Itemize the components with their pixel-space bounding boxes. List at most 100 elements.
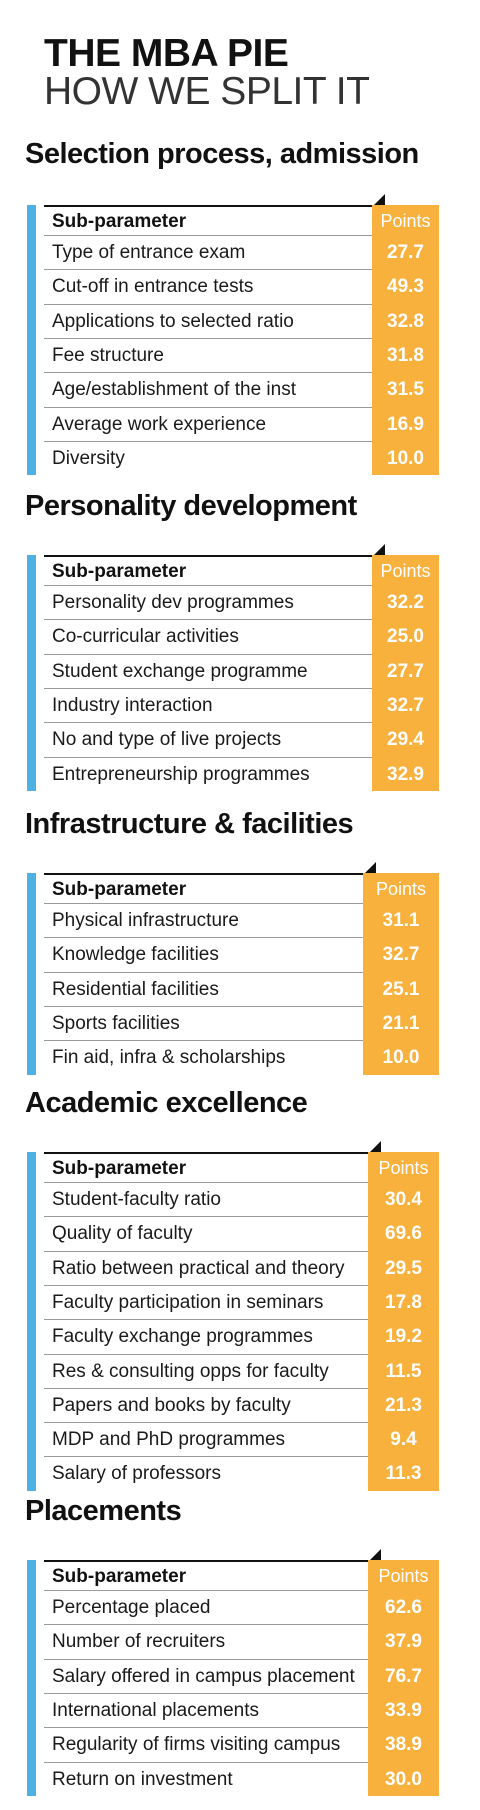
points-value: 62.6 xyxy=(385,1597,422,1618)
table-row: Personality dev programmes 32.2 xyxy=(44,585,439,619)
points-value: 27.7 xyxy=(387,660,424,682)
table-row: Number of recruiters 37.9 xyxy=(44,1624,439,1658)
row-divider xyxy=(44,269,372,271)
column-header-points: Points xyxy=(375,879,427,899)
table-row: Papers and books by faculty 21.3 xyxy=(44,1388,439,1422)
table-row: Salary of professors 11.3 xyxy=(44,1456,439,1490)
sub-parameter-label: Student-faculty ratio xyxy=(52,1189,221,1210)
table-row: Co-curricular activities 25.0 xyxy=(44,619,439,653)
row-divider xyxy=(44,937,363,939)
points-value: 32.7 xyxy=(387,694,424,716)
section-title: Personality development xyxy=(25,490,357,522)
row-divider xyxy=(44,1761,368,1763)
points-value: 11.5 xyxy=(385,1360,422,1382)
table-row: Regularity of firms visiting campus 38.9 xyxy=(44,1727,439,1761)
row-divider xyxy=(44,372,372,374)
page-title: THE MBA PIE xyxy=(44,32,289,75)
column-header-points: Points xyxy=(380,561,431,581)
table-header-row: Sub-parameter Points xyxy=(44,873,439,903)
sub-parameter-label: Papers and books by faculty xyxy=(52,1394,291,1416)
table-row: Fee structure 31.8 xyxy=(44,338,439,372)
points-value: 31.1 xyxy=(382,910,420,931)
section-accent-bar xyxy=(27,205,36,476)
sub-parameter-label: Average work experience xyxy=(52,413,267,435)
points-value: 25.0 xyxy=(387,626,424,648)
table-row: Student-faculty ratio 30.4 xyxy=(44,1182,439,1216)
sub-parameter-label: Industry interaction xyxy=(52,694,213,716)
sub-parameter-label: Fee structure xyxy=(52,344,164,366)
table-top-rule xyxy=(44,555,372,557)
sub-parameter-label: Physical infrastructure xyxy=(52,910,239,931)
table-row: Quality of faculty 69.6 xyxy=(44,1216,439,1250)
sub-parameter-label: International placements xyxy=(52,1699,260,1721)
table-row: Ratio between practical and theory 29.5 xyxy=(44,1251,439,1285)
page-subtitle: HOW WE SPLIT IT xyxy=(44,70,370,113)
row-divider xyxy=(44,1250,368,1252)
points-value: 31.5 xyxy=(387,379,424,401)
corner-triangle-icon xyxy=(365,862,376,873)
points-value: 32.7 xyxy=(382,944,420,966)
sub-parameter-label: Sports facilities xyxy=(52,1012,180,1034)
row-divider xyxy=(44,1692,368,1694)
row-divider xyxy=(44,687,372,689)
section-accent-bar xyxy=(27,555,36,791)
section-title: Placements xyxy=(25,1495,182,1527)
table-row: Industry interaction 32.7 xyxy=(44,688,439,722)
points-value: 33.9 xyxy=(385,1699,422,1721)
points-value: 27.7 xyxy=(387,242,424,263)
page-title-block: THE MBA PIE HOW WE SPLIT IT xyxy=(44,32,370,113)
table-header-row: Sub-parameter Points xyxy=(44,1152,439,1182)
row-divider xyxy=(44,1624,368,1626)
row-divider xyxy=(44,585,372,586)
row-divider xyxy=(44,1456,368,1458)
row-divider xyxy=(44,1590,368,1591)
row-divider xyxy=(44,903,363,904)
sub-parameter-label: Personality dev programmes xyxy=(52,592,294,613)
points-value: 49.3 xyxy=(387,276,424,298)
sub-parameter-label: Faculty exchange programmes xyxy=(52,1326,313,1348)
points-value: 10.0 xyxy=(387,447,424,469)
points-value: 32.8 xyxy=(387,310,424,332)
points-value: 30.0 xyxy=(385,1768,422,1790)
sub-parameter-label: Return on investment xyxy=(52,1768,233,1790)
points-value: 17.8 xyxy=(385,1291,422,1313)
corner-triangle-icon xyxy=(374,194,385,205)
points-value: 19.2 xyxy=(385,1326,422,1348)
table-row: Student exchange programme 27.7 xyxy=(44,654,439,688)
column-header-points: Points xyxy=(378,1158,429,1178)
table-top-rule xyxy=(44,205,372,207)
sub-parameter-label: Regularity of firms visiting campus xyxy=(52,1734,341,1756)
table-row: MDP and PhD programmes 9.4 xyxy=(44,1422,439,1456)
row-divider xyxy=(44,1387,368,1389)
points-value: 32.2 xyxy=(387,592,424,613)
table-header-row: Sub-parameter Points xyxy=(44,205,439,235)
points-value: 21.3 xyxy=(385,1394,422,1416)
table-row: Salary offered in campus placement 76.7 xyxy=(44,1659,439,1693)
table-row: Faculty participation in seminars 17.8 xyxy=(44,1285,439,1319)
section-accent-bar xyxy=(27,1152,36,1491)
sub-parameter-label: Diversity xyxy=(52,447,125,469)
column-header-sub-parameter: Sub-parameter xyxy=(52,1158,187,1179)
sub-parameter-label: Salary of professors xyxy=(52,1463,221,1485)
table-top-rule xyxy=(44,1560,368,1562)
table-header-row: Sub-parameter Points xyxy=(44,555,439,585)
row-divider xyxy=(44,1284,368,1286)
points-value: 31.8 xyxy=(387,344,424,366)
sub-parameter-label: Knowledge facilities xyxy=(52,944,219,966)
row-divider xyxy=(44,1040,363,1042)
table-header-row: Sub-parameter Points xyxy=(44,1560,439,1590)
sub-parameter-label: MDP and PhD programmes xyxy=(52,1429,286,1451)
table-row: Cut-off in entrance tests 49.3 xyxy=(44,269,439,303)
points-column xyxy=(368,1152,439,1491)
table-row: Sports facilities 21.1 xyxy=(44,1006,439,1040)
corner-triangle-icon xyxy=(370,1141,381,1152)
table-top-rule xyxy=(44,873,363,875)
sub-parameter-label: Applications to selected ratio xyxy=(52,310,294,332)
row-divider xyxy=(44,971,363,973)
table-row: Diversity 10.0 xyxy=(44,441,439,475)
corner-triangle-icon xyxy=(374,544,385,555)
table-row: Residential facilities 25.1 xyxy=(44,972,439,1006)
sub-parameter-label: Residential facilities xyxy=(52,978,219,1000)
table-row: Entrepreneurship programmes 32.9 xyxy=(44,757,439,791)
corner-triangle-icon xyxy=(370,1549,381,1560)
